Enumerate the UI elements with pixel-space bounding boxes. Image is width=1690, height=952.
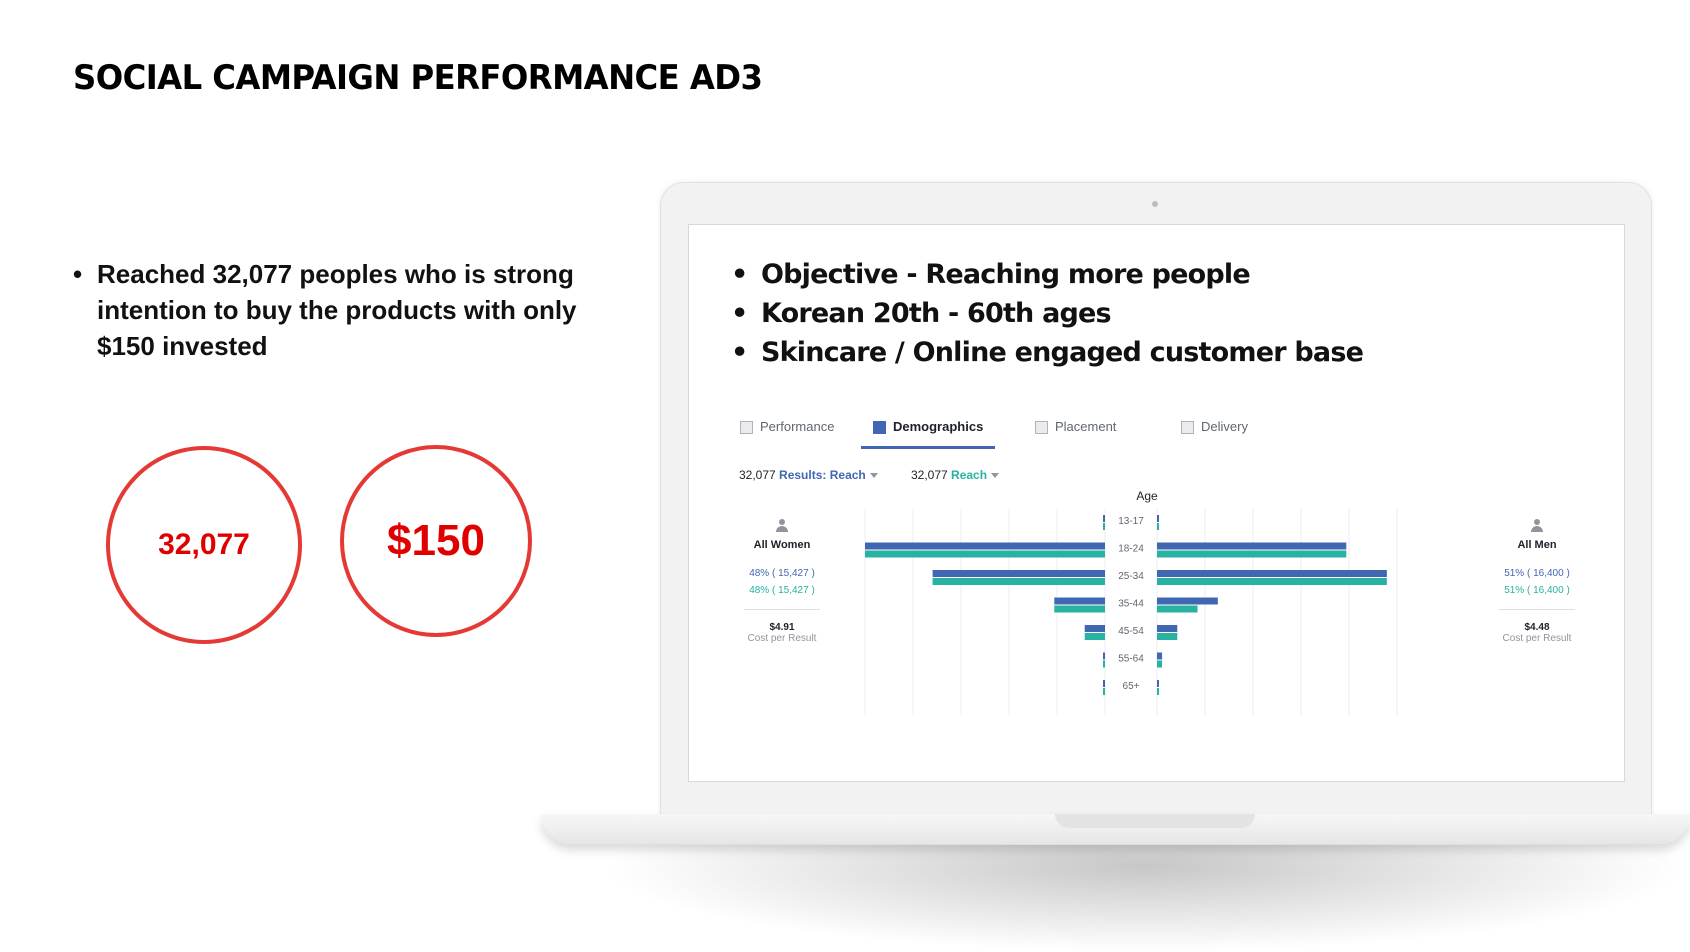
female-icon — [776, 519, 788, 533]
laptop-notch — [1055, 814, 1255, 828]
men-results-pct: 51% ( 16,400 ) — [1504, 568, 1570, 579]
men-summary: All Men 51% ( 16,400 ) 51% ( 16,400 ) $4… — [1477, 519, 1597, 644]
men-percentages: 51% ( 16,400 ) 51% ( 16,400 ) — [1477, 565, 1597, 599]
women-bar — [1103, 515, 1105, 522]
tab-delivery[interactable]: Delivery — [1181, 419, 1248, 447]
women-bar — [1103, 688, 1105, 695]
tab-label: Placement — [1055, 419, 1117, 434]
age-tick-label: 25-34 — [1118, 571, 1144, 582]
tab-label: Demographics — [893, 419, 984, 434]
spend-stat-circle: $150 — [340, 445, 532, 637]
women-bar — [1084, 633, 1105, 640]
women-bar — [1054, 597, 1105, 605]
laptop-screen: Objective - Reaching more people Korean … — [688, 224, 1625, 782]
metric-label: Results: Reach — [779, 468, 866, 482]
age-tick-label: 35-44 — [1118, 599, 1144, 610]
chevron-down-icon — [991, 473, 1000, 479]
placement-icon — [1035, 421, 1048, 434]
men-bar — [1157, 680, 1159, 687]
women-reach-pct: 48% ( 15,427 ) — [749, 585, 815, 596]
women-bar — [865, 550, 1105, 558]
reach-stat-circle: 32,077 — [106, 446, 302, 644]
women-label: All Women — [753, 539, 811, 551]
women-cost-label: Cost per Result — [747, 633, 817, 644]
metric-value: 32,077 — [911, 468, 948, 482]
age-tick-label: 55-64 — [1118, 654, 1144, 665]
men-bar — [1157, 542, 1347, 550]
laptop-shadow — [600, 845, 1690, 952]
men-bar — [1157, 605, 1198, 613]
men-bar — [1157, 633, 1178, 640]
age-axis-title: Age — [1136, 489, 1158, 503]
age-tick-label: 18-24 — [1118, 544, 1144, 555]
objective-list: Objective - Reaching more people Korean … — [731, 255, 1364, 372]
metric-reach-dropdown[interactable]: 32,077 Reach — [911, 468, 1000, 482]
men-bar — [1157, 688, 1159, 695]
women-results-pct: 48% ( 15,427 ) — [749, 568, 815, 579]
tab-label: Performance — [760, 419, 835, 434]
reach-stat-value: 32,077 — [158, 528, 250, 561]
tab-demographics[interactable]: Demographics — [861, 419, 996, 449]
women-bar — [932, 570, 1105, 577]
men-bar — [1157, 652, 1163, 660]
men-bar — [1157, 578, 1387, 585]
age-tick-label: 45-54 — [1118, 626, 1144, 637]
metric-results-dropdown[interactable]: 32,077 Results: Reach — [739, 468, 878, 482]
people-icon — [873, 421, 886, 434]
men-bar — [1157, 660, 1163, 668]
tab-placement[interactable]: Placement — [1035, 419, 1116, 447]
slide-title: SOCIAL CAMPAIGN PERFORMANCE AD3 — [73, 58, 763, 98]
women-bar — [1103, 660, 1105, 668]
camera-icon — [1152, 201, 1158, 207]
men-bar — [1157, 515, 1159, 522]
women-bar — [932, 578, 1105, 585]
divider — [744, 609, 820, 610]
men-cost: $4.48 — [1524, 622, 1550, 633]
women-bar — [1084, 625, 1105, 632]
metric-label: Reach — [951, 468, 988, 482]
delivery-icon — [1181, 421, 1194, 434]
women-bar — [1054, 605, 1105, 613]
tab-label: Delivery — [1201, 419, 1248, 434]
women-bar — [865, 542, 1105, 550]
men-bar — [1157, 523, 1159, 530]
women-bar — [1103, 523, 1105, 530]
divider — [1499, 609, 1575, 610]
men-bar — [1157, 625, 1178, 632]
age-tick-label: 13-17 — [1118, 516, 1144, 527]
women-bar — [1103, 652, 1105, 660]
age-demographics-chart: 13-17 18-24 25-34 35-44 45-54 55-64 65+ — [864, 509, 1398, 715]
male-icon — [1531, 519, 1543, 533]
chevron-down-icon — [869, 473, 878, 479]
summary-bullets: Reached 32,077 peoples who is strong int… — [73, 256, 593, 364]
men-bar — [1157, 550, 1347, 558]
objective-item: Korean 20th - 60th ages — [731, 294, 1363, 333]
chart-icon — [740, 421, 753, 434]
women-cost: $4.91 — [769, 622, 795, 633]
women-bar — [1103, 680, 1105, 687]
men-cost-label: Cost per Result — [1502, 633, 1572, 644]
men-label: All Men — [1517, 539, 1557, 551]
objective-item: Skincare / Online engaged customer base — [731, 333, 1364, 372]
age-tick-label: 65+ — [1123, 681, 1140, 692]
women-summary: All Women 48% ( 15,427 ) 48% ( 15,427 ) … — [722, 519, 842, 644]
spend-stat-value: $150 — [387, 516, 485, 565]
summary-bullet: Reached 32,077 peoples who is strong int… — [73, 256, 593, 364]
tab-performance[interactable]: Performance — [740, 419, 834, 447]
metric-value: 32,077 — [739, 468, 776, 482]
women-percentages: 48% ( 15,427 ) 48% ( 15,427 ) — [722, 565, 842, 599]
objective-item: Objective - Reaching more people — [731, 255, 1363, 294]
men-bar — [1157, 570, 1387, 577]
men-bar — [1157, 597, 1218, 605]
men-reach-pct: 51% ( 16,400 ) — [1504, 585, 1570, 596]
